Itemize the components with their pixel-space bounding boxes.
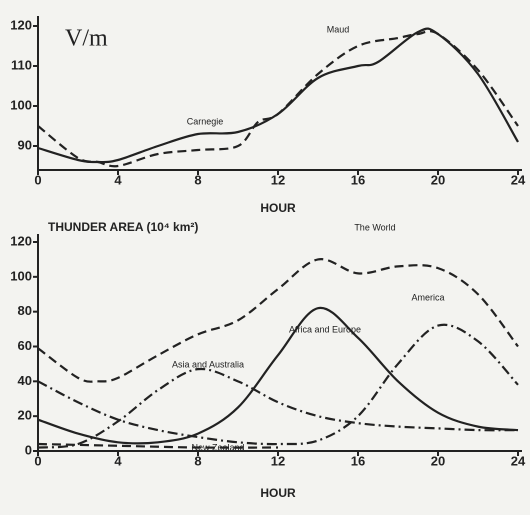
x-tick-label: 24 [511, 453, 526, 468]
x-tick-label: 4 [114, 172, 122, 187]
series-label: Africa and Europe [289, 324, 361, 334]
series-label: Maud [327, 24, 350, 34]
series-label: America [411, 292, 444, 302]
series-line [37, 323, 519, 446]
y-tick-label: 20 [18, 408, 32, 423]
x-tick-label: 0 [34, 172, 41, 187]
series-line [37, 307, 519, 445]
x-tick-label: 16 [351, 172, 365, 187]
series-line [37, 30, 519, 168]
x-tick-label: 20 [431, 453, 445, 468]
y-tick-label: 100 [10, 268, 32, 283]
y-tick-label: 100 [10, 97, 32, 112]
series-line [37, 367, 519, 449]
x-axis-label: HOUR [260, 486, 296, 500]
series-label: The World [354, 222, 395, 232]
x-tick-label: 16 [351, 453, 365, 468]
series-line [37, 258, 519, 383]
x-tick-label: 0 [34, 453, 41, 468]
x-tick-label: 12 [271, 172, 285, 187]
series-label: New Zealand [191, 442, 244, 452]
y-tick-label: 120 [10, 233, 32, 248]
series-label: Carnegie [187, 116, 224, 126]
x-tick-label: 8 [194, 453, 201, 468]
series-line [37, 27, 519, 164]
y-tick-label: 0 [25, 442, 32, 457]
y-axis-label: V/m [65, 26, 108, 52]
y-tick-label: 120 [10, 17, 32, 32]
series-line [37, 442, 279, 449]
y-tick-label: 90 [18, 137, 32, 152]
chart-title: THUNDER AREA (10⁴ km²) [48, 220, 198, 234]
x-axis-label: HOUR [260, 201, 296, 215]
x-tick-label: 8 [194, 172, 201, 187]
y-tick-label: 110 [11, 57, 32, 72]
y-tick-label: 80 [18, 303, 32, 318]
series-label: Asia and Australia [172, 359, 244, 369]
y-tick-label: 60 [18, 338, 32, 353]
x-tick-label: 20 [431, 172, 445, 187]
x-tick-label: 4 [114, 453, 122, 468]
x-tick-label: 24 [511, 172, 526, 187]
x-tick-label: 12 [271, 453, 285, 468]
y-tick-label: 40 [18, 373, 32, 388]
